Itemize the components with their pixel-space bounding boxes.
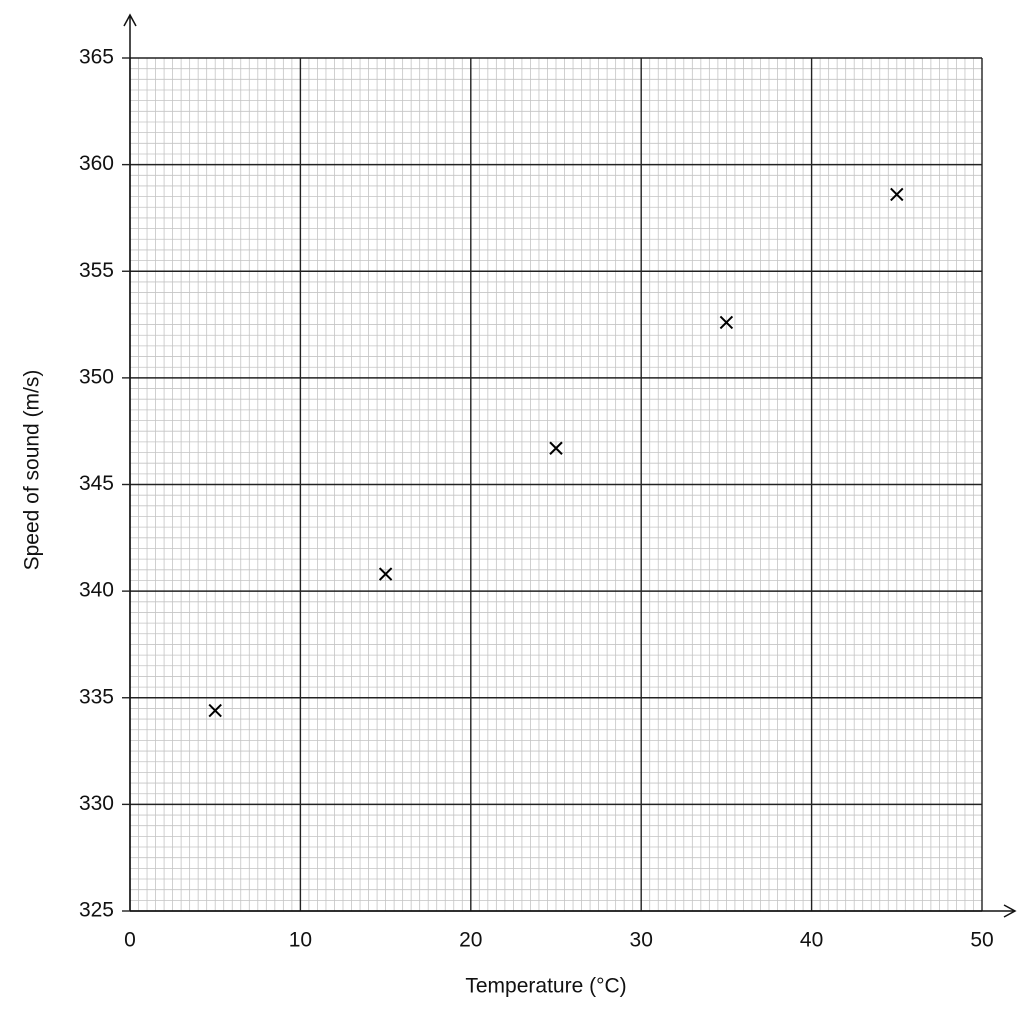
data-point [549, 441, 563, 455]
y-tick-label: 340 [79, 579, 114, 602]
data-point [890, 187, 904, 202]
y-tick-label: 355 [79, 259, 114, 282]
y-tick-label: 325 [79, 899, 114, 922]
x-tick-label: 30 [630, 929, 653, 952]
y-axis-title: Speed of sound (m/s) [21, 370, 44, 571]
x-axis-title: Temperature (°C) [465, 975, 626, 998]
data-point [208, 703, 222, 718]
x-tick-label: 50 [970, 929, 993, 952]
x-tick-label: 20 [459, 929, 482, 952]
y-tick-label: 335 [79, 685, 114, 708]
y-tick-label: 350 [79, 365, 114, 388]
x-axis-arrow [1003, 904, 1017, 918]
data-point [378, 567, 393, 581]
y-tick-label: 345 [79, 472, 114, 495]
y-axis-arrow [123, 13, 137, 27]
x-tick-label: 0 [124, 929, 136, 952]
data-point [719, 315, 734, 330]
y-tick-label: 330 [79, 792, 114, 815]
y-tick-label: 360 [79, 152, 114, 175]
x-tick-label: 10 [289, 929, 312, 952]
y-tick-label: 365 [79, 46, 114, 69]
x-tick-label: 40 [800, 929, 823, 952]
